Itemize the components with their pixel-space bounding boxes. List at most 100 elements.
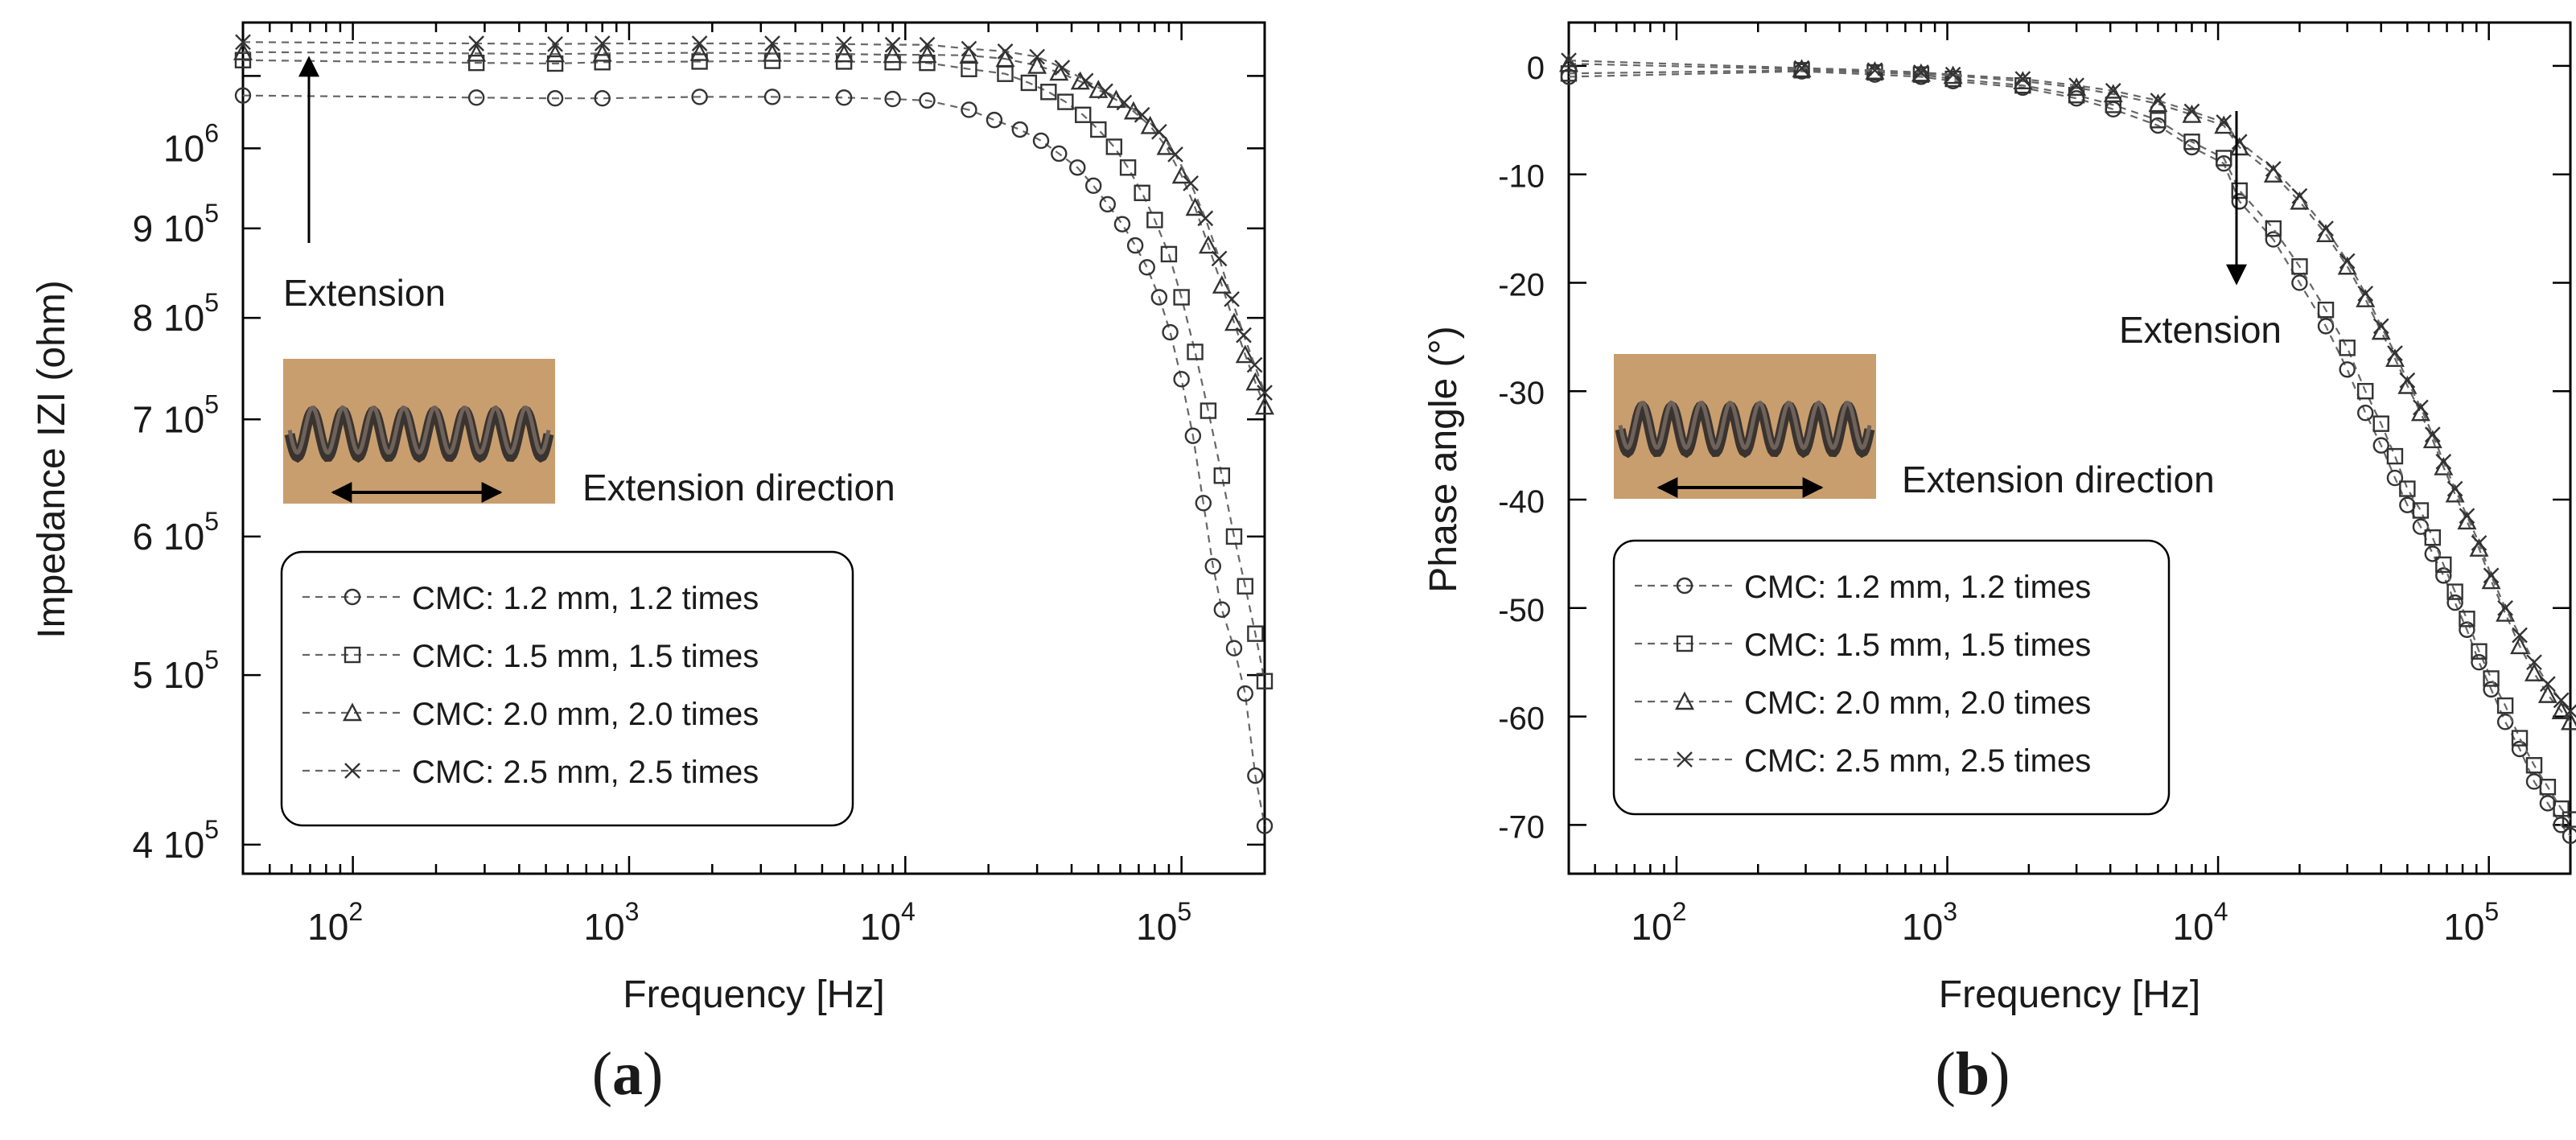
data-point bbox=[2553, 692, 2570, 709]
y-tick-mantissa: 4 10 bbox=[133, 824, 205, 866]
data-point bbox=[691, 88, 708, 105]
data-point bbox=[2435, 567, 2452, 584]
x-tick-exponent: 3 bbox=[625, 897, 640, 926]
data-point bbox=[234, 87, 252, 104]
data-point bbox=[1913, 64, 1929, 80]
data-point bbox=[2399, 372, 2416, 389]
x-tick-base: 10 bbox=[1631, 906, 1672, 948]
inset-coil-photo bbox=[283, 359, 555, 504]
data-point bbox=[1247, 767, 1264, 784]
data-point bbox=[884, 90, 901, 108]
series-circle bbox=[234, 87, 1274, 834]
legend-marker bbox=[1676, 635, 1693, 652]
legend: CMC: 1.2 mm, 1.2 times CMC: 1.5 mm, 1.5 t… bbox=[1612, 539, 2171, 816]
data-point bbox=[1167, 146, 1183, 163]
data-point bbox=[835, 89, 853, 106]
y-tick-exponent: 5 bbox=[204, 645, 219, 674]
data-point bbox=[2386, 447, 2404, 465]
legend-label: CMC: 2.0 mm, 2.0 times bbox=[1744, 685, 2091, 721]
series-x bbox=[1561, 52, 2576, 719]
data-point bbox=[1171, 165, 1191, 184]
data-point bbox=[1069, 159, 1086, 176]
data-point bbox=[2372, 437, 2389, 454]
data-point bbox=[467, 54, 485, 72]
data-point bbox=[2424, 529, 2442, 546]
plot-frame bbox=[241, 21, 1266, 875]
data-point bbox=[834, 43, 854, 63]
inset-caption: Extension direction bbox=[582, 467, 895, 508]
legend-marker bbox=[344, 763, 360, 779]
data-point bbox=[2459, 508, 2475, 525]
series-line bbox=[242, 59, 1266, 681]
y-tick-label: 0 bbox=[1527, 51, 1545, 86]
data-point bbox=[1195, 495, 1212, 512]
data-point bbox=[1027, 55, 1047, 74]
data-point bbox=[2525, 757, 2543, 774]
data-point bbox=[1162, 323, 1179, 341]
data-point bbox=[1040, 84, 1057, 101]
data-point bbox=[2150, 93, 2167, 109]
legend-box bbox=[1612, 539, 2171, 816]
legend-item: CMC: 1.2 mm, 1.2 times bbox=[1635, 570, 2091, 605]
data-point bbox=[919, 92, 936, 109]
data-point bbox=[1116, 94, 1133, 111]
data-point bbox=[2435, 556, 2452, 574]
data-point bbox=[594, 35, 611, 51]
x-tick-label: 102 bbox=[1631, 897, 1686, 948]
data-point bbox=[1011, 121, 1028, 138]
data-point bbox=[2399, 480, 2416, 497]
data-point bbox=[2561, 711, 2576, 731]
data-point bbox=[233, 42, 253, 60]
y-axis-label: Phase angle (°) bbox=[1422, 326, 1465, 592]
data-point bbox=[2068, 77, 2084, 94]
data-point bbox=[691, 53, 708, 70]
data-point bbox=[1185, 197, 1205, 216]
data-point bbox=[2483, 670, 2500, 687]
legend-marker bbox=[1675, 691, 1694, 710]
y-tick-exponent: 6 bbox=[204, 118, 219, 147]
data-point bbox=[2483, 567, 2500, 584]
data-point bbox=[884, 36, 901, 53]
data-point bbox=[2216, 114, 2232, 130]
data-point bbox=[2013, 71, 2033, 89]
data-point bbox=[2526, 654, 2542, 671]
data-point bbox=[2357, 286, 2374, 302]
legend-marker bbox=[343, 702, 362, 722]
x-tick-label: 102 bbox=[307, 897, 363, 948]
y-tick-label: -20 bbox=[1498, 267, 1545, 302]
y-tick-label: -70 bbox=[1498, 809, 1545, 845]
data-point bbox=[1113, 216, 1131, 233]
legend-item: CMC: 1.5 mm, 1.5 times bbox=[1635, 628, 2091, 663]
data-point bbox=[1057, 93, 1074, 110]
data-point bbox=[2183, 103, 2200, 120]
data-point bbox=[883, 44, 903, 64]
y-tick-label: 4 105 bbox=[133, 815, 219, 866]
data-point bbox=[2339, 361, 2356, 378]
y-tick-label: 5 105 bbox=[133, 645, 219, 696]
y-tick-label: 8 105 bbox=[133, 288, 219, 339]
data-point bbox=[2231, 134, 2248, 150]
data-point bbox=[2459, 611, 2475, 628]
series-triangle bbox=[233, 42, 1274, 415]
data-point bbox=[594, 54, 611, 71]
data-point bbox=[468, 35, 485, 51]
data-point bbox=[1256, 673, 1274, 689]
legend-item: CMC: 2.5 mm, 2.5 times bbox=[302, 755, 759, 790]
data-point bbox=[2339, 253, 2356, 270]
panel-letter: a bbox=[612, 1040, 643, 1108]
y-tick-label: 6 105 bbox=[133, 507, 219, 558]
y-tick-mantissa: 9 10 bbox=[133, 208, 205, 249]
data-point bbox=[2386, 469, 2404, 487]
x-tick-exponent: 4 bbox=[2214, 897, 2228, 926]
data-point bbox=[763, 43, 782, 62]
data-point bbox=[1090, 121, 1107, 138]
data-point bbox=[2512, 627, 2528, 644]
data-point bbox=[1051, 145, 1068, 163]
data-point bbox=[1187, 344, 1204, 360]
data-point bbox=[2291, 274, 2308, 291]
data-point bbox=[1020, 74, 1038, 92]
data-point bbox=[2435, 453, 2452, 470]
data-point bbox=[1257, 385, 1273, 401]
data-point bbox=[2496, 714, 2514, 731]
data-point bbox=[836, 35, 852, 52]
